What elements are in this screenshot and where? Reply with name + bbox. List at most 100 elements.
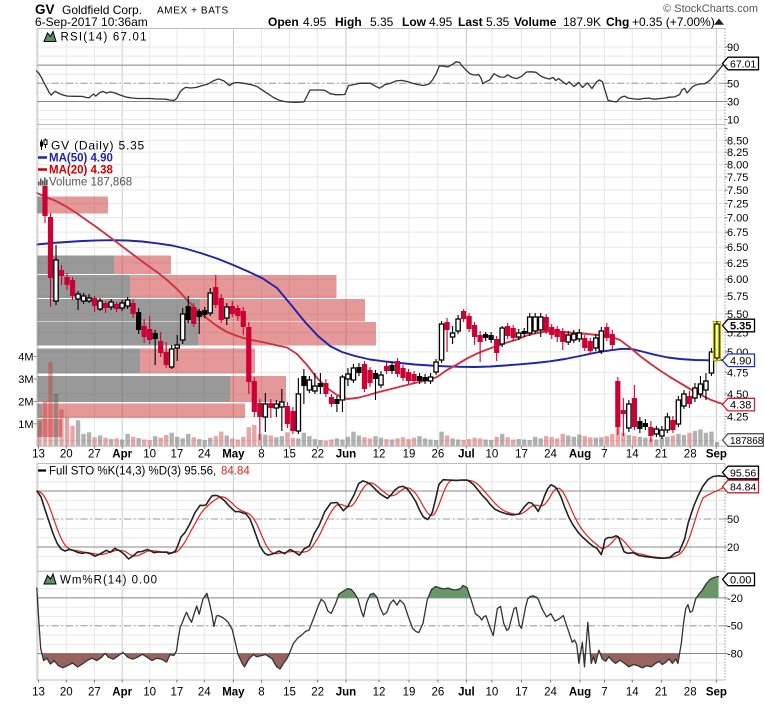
svg-text:7: 7 xyxy=(601,449,607,461)
svg-text:20: 20 xyxy=(60,687,73,699)
svg-text:5.75: 5.75 xyxy=(727,291,748,303)
svg-text:Sep: Sep xyxy=(706,449,727,461)
svg-text:RSI(14) 67.01: RSI(14) 67.01 xyxy=(61,32,148,44)
svg-text:Jun: Jun xyxy=(336,687,356,699)
svg-text:Apr: Apr xyxy=(112,687,132,699)
svg-text:27: 27 xyxy=(88,449,101,461)
svg-text:1M: 1M xyxy=(18,419,33,431)
svg-text:24: 24 xyxy=(544,687,557,699)
svg-text:12: 12 xyxy=(373,449,386,461)
svg-text:6.00: 6.00 xyxy=(727,274,748,286)
svg-text:Chg: Chg xyxy=(606,15,629,29)
svg-text:Wm%R(14) 0.00: Wm%R(14) 0.00 xyxy=(60,575,158,587)
svg-text:26: 26 xyxy=(432,449,445,461)
svg-text:Jul: Jul xyxy=(458,687,475,699)
svg-text:Volume 187,868: Volume 187,868 xyxy=(49,177,132,189)
svg-text:May: May xyxy=(222,687,245,699)
svg-text:13: 13 xyxy=(32,687,45,699)
svg-text:17: 17 xyxy=(171,449,184,461)
svg-text:Low: Low xyxy=(402,15,427,29)
svg-text:Aug: Aug xyxy=(569,449,591,461)
svg-text:10: 10 xyxy=(143,449,156,461)
svg-text:6.25: 6.25 xyxy=(727,258,748,270)
svg-text:5.35: 5.35 xyxy=(730,321,751,333)
svg-text:8: 8 xyxy=(258,449,264,461)
svg-text:Volume: Volume xyxy=(514,15,557,29)
svg-text:95.56: 95.56 xyxy=(730,468,756,480)
svg-text:90: 90 xyxy=(727,42,739,54)
svg-text:8.50: 8.50 xyxy=(727,135,748,147)
svg-text:2M: 2M xyxy=(18,396,33,408)
svg-text:8.00: 8.00 xyxy=(727,159,748,171)
svg-text:4.75: 4.75 xyxy=(727,367,748,379)
svg-text:Aug: Aug xyxy=(569,687,591,699)
svg-text:0.00: 0.00 xyxy=(730,574,751,586)
svg-text:6-Sep-2017 10:36am: 6-Sep-2017 10:36am xyxy=(35,15,148,29)
svg-text:Open: Open xyxy=(268,15,299,29)
svg-text:-20: -20 xyxy=(727,593,743,605)
svg-text:Last: Last xyxy=(458,15,483,29)
svg-text:27: 27 xyxy=(88,687,101,699)
svg-text:17: 17 xyxy=(171,687,184,699)
svg-text:187868: 187868 xyxy=(730,436,764,447)
svg-text:14: 14 xyxy=(626,687,639,699)
svg-text:24: 24 xyxy=(198,449,211,461)
svg-text:15: 15 xyxy=(283,687,296,699)
svg-text:7.75: 7.75 xyxy=(727,172,748,184)
svg-text:10: 10 xyxy=(143,687,156,699)
svg-text:High: High xyxy=(335,15,362,29)
svg-text:4.90: 4.90 xyxy=(730,355,751,367)
svg-text:Apr: Apr xyxy=(112,449,132,461)
svg-text:5.35: 5.35 xyxy=(370,15,394,29)
svg-text:50: 50 xyxy=(727,514,739,526)
svg-text:21: 21 xyxy=(655,687,668,699)
svg-text:Full STO %K(14,3) %D(3) 95.56,: Full STO %K(14,3) %D(3) 95.56, xyxy=(49,466,216,478)
svg-text:4M: 4M xyxy=(18,352,33,364)
svg-text:84.84: 84.84 xyxy=(221,466,250,478)
svg-text:Jul: Jul xyxy=(458,449,475,461)
svg-text:May: May xyxy=(222,449,245,461)
svg-text:Goldfield Corp.: Goldfield Corp. xyxy=(62,3,142,17)
svg-text:22: 22 xyxy=(311,449,324,461)
svg-text:10: 10 xyxy=(486,687,499,699)
svg-text:GV: GV xyxy=(35,2,55,17)
svg-text:30: 30 xyxy=(727,96,739,108)
svg-text:GV (Daily) 5.35: GV (Daily) 5.35 xyxy=(51,139,145,153)
svg-text:7.00: 7.00 xyxy=(727,213,748,225)
svg-text:14: 14 xyxy=(626,449,639,461)
svg-text:24: 24 xyxy=(198,687,211,699)
svg-text:MA(50) 4.90: MA(50) 4.90 xyxy=(49,153,113,165)
svg-text:4.95: 4.95 xyxy=(303,15,327,29)
svg-text:84.84: 84.84 xyxy=(730,482,756,494)
svg-text:19: 19 xyxy=(403,687,416,699)
svg-text:22: 22 xyxy=(311,687,324,699)
svg-text:© StockCharts.com: © StockCharts.com xyxy=(663,3,758,15)
svg-text:5.35: 5.35 xyxy=(486,15,510,29)
svg-text:15: 15 xyxy=(283,449,296,461)
svg-text:7.25: 7.25 xyxy=(727,199,748,211)
svg-text:26: 26 xyxy=(432,687,445,699)
svg-text:-50: -50 xyxy=(727,621,743,633)
svg-text:8: 8 xyxy=(258,687,264,699)
svg-text:Jun: Jun xyxy=(336,449,356,461)
svg-text:+0.35 (+7.00%): +0.35 (+7.00%) xyxy=(632,15,715,29)
svg-text:8.25: 8.25 xyxy=(727,147,748,159)
svg-text:19: 19 xyxy=(403,449,416,461)
svg-text:12: 12 xyxy=(373,687,386,699)
svg-text:7: 7 xyxy=(601,687,607,699)
svg-text:17: 17 xyxy=(515,687,528,699)
svg-text:MA(20) 4.38: MA(20) 4.38 xyxy=(49,165,114,177)
svg-text:28: 28 xyxy=(684,687,697,699)
svg-text:5.50: 5.50 xyxy=(727,309,748,321)
svg-text:20: 20 xyxy=(727,542,739,554)
svg-text:Sep: Sep xyxy=(706,687,727,699)
svg-text:20: 20 xyxy=(60,449,73,461)
svg-text:4.25: 4.25 xyxy=(727,412,748,424)
svg-text:4.38: 4.38 xyxy=(730,400,751,412)
svg-text:28: 28 xyxy=(684,449,697,461)
svg-text:187.9K: 187.9K xyxy=(563,15,601,29)
svg-text:10: 10 xyxy=(727,115,739,127)
svg-text:10: 10 xyxy=(486,449,499,461)
svg-text:7.50: 7.50 xyxy=(727,185,748,197)
svg-text:13: 13 xyxy=(32,449,45,461)
